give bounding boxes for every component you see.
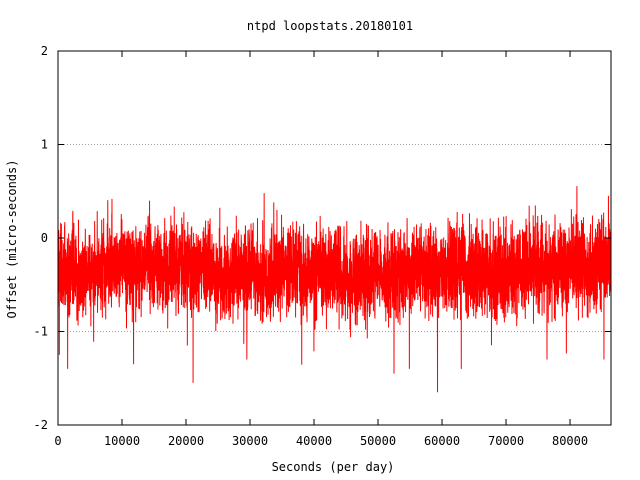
- series-offset-line: [57, 186, 612, 393]
- chart-title: ntpd loopstats.20180101: [247, 19, 413, 33]
- x-tick-label: 50000: [360, 434, 396, 448]
- x-tick-label: 0: [54, 434, 61, 448]
- y-tick-label: 0: [41, 231, 48, 245]
- y-tick-label: -2: [34, 418, 48, 432]
- y-tick-label: 1: [41, 138, 48, 152]
- x-tick-label: 20000: [168, 434, 204, 448]
- x-tick-label: 30000: [232, 434, 268, 448]
- y-tick-label: -1: [34, 325, 48, 339]
- x-tick-label: 80000: [552, 434, 588, 448]
- x-tick-label: 40000: [296, 434, 332, 448]
- x-axis-label: Seconds (per day): [272, 460, 395, 474]
- y-tick-label: 2: [41, 44, 48, 58]
- x-axis: 0 10000 20000 30000 40000 50000 60000 70000 8000…: [54, 51, 588, 448]
- y-axis: -2 -1 0 1 2: [34, 44, 611, 432]
- grid-lines: [58, 144, 611, 332]
- y-axis-label: Offset (micro-seconds): [5, 160, 19, 319]
- plot-area: [57, 186, 612, 393]
- x-tick-label: 10000: [104, 434, 140, 448]
- x-tick-label: 70000: [488, 434, 524, 448]
- x-tick-label: 60000: [424, 434, 460, 448]
